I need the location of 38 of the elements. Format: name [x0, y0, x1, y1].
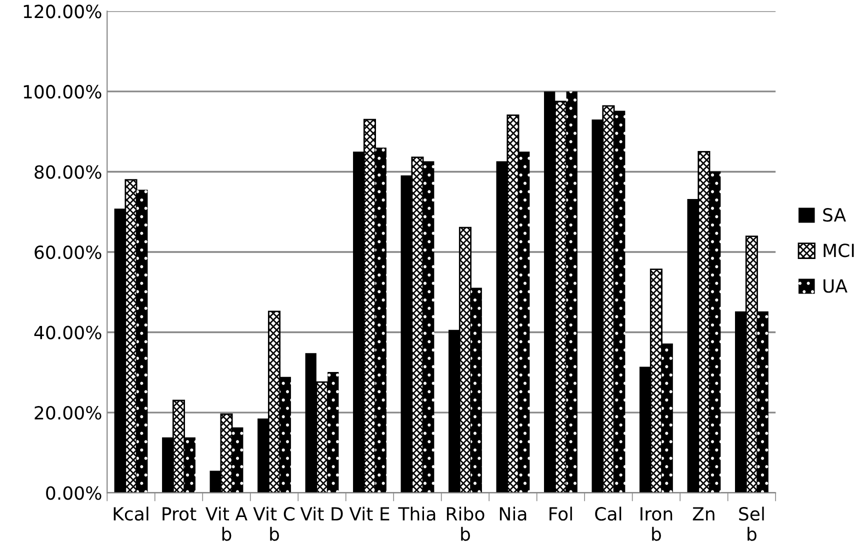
legend-label: UA	[824, 279, 848, 293]
x-tick-label: Prot	[162, 507, 196, 521]
x-tick-label: Kcal	[114, 506, 148, 521]
legend-label: SA	[823, 208, 846, 222]
x-tick-label: Vit A b	[206, 506, 248, 541]
bar	[184, 437, 196, 493]
y-tick-label: 60.00%	[34, 245, 102, 260]
bar	[470, 288, 482, 493]
bar	[566, 91, 578, 493]
x-tick-label: Zn	[692, 507, 714, 520]
x-tick-label: Iron b	[640, 507, 672, 541]
legend-label: MCI	[824, 244, 854, 258]
x-tick-label: Cal	[595, 506, 622, 521]
x-tick-label: Vit C b	[253, 506, 294, 541]
bar	[710, 171, 721, 493]
y-tick-label: 80.00%	[34, 165, 102, 179]
bar	[518, 152, 530, 493]
bar	[136, 190, 148, 493]
y-tick-label: 20.00%	[34, 406, 102, 420]
y-tick-label: 100.00%	[24, 84, 102, 99]
bar	[375, 148, 386, 493]
bar	[280, 376, 291, 493]
bar	[614, 110, 626, 493]
y-tick-label: 0.00%	[46, 486, 102, 500]
bar	[757, 311, 768, 493]
bar	[662, 344, 673, 493]
x-tick-label: Thia	[398, 506, 436, 521]
y-tick-label: 40.00%	[34, 326, 102, 340]
x-tick-label: Vit D	[300, 506, 343, 520]
x-tick-label: Sel b	[739, 506, 764, 541]
x-tick-label: Vit E	[349, 506, 390, 520]
bar	[328, 372, 339, 493]
x-tick-label: Nia	[500, 506, 526, 521]
bar	[423, 161, 434, 493]
bar	[232, 427, 244, 493]
y-tick-label: 120.00%	[24, 4, 102, 18]
x-tick-label: Ribo b	[446, 506, 484, 541]
x-tick-label: Fol	[550, 506, 572, 521]
